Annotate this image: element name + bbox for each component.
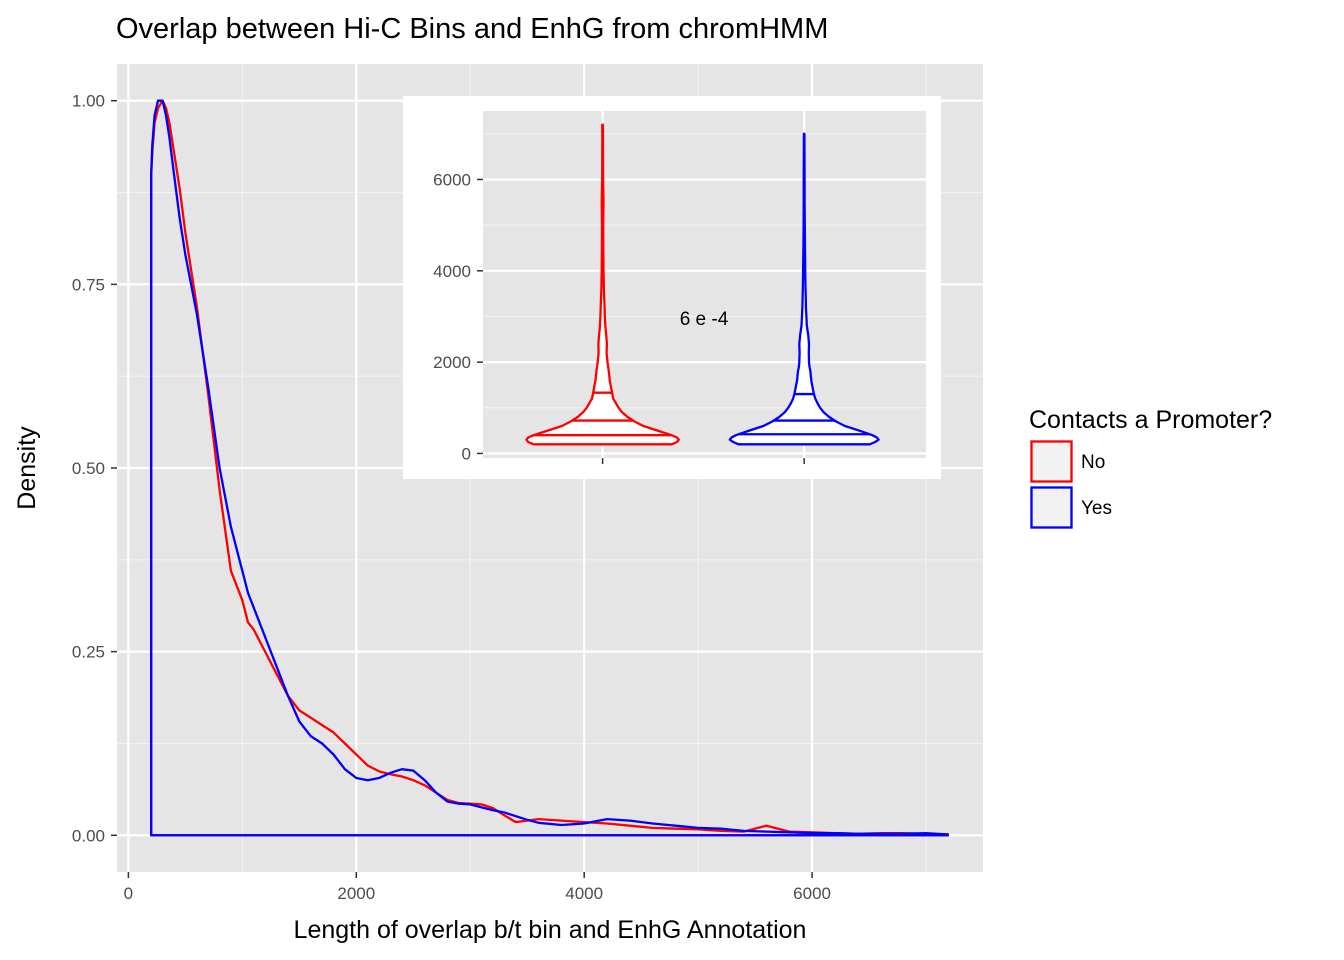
legend-key-background [1030,486,1073,529]
inset-violin-plot: 0 2000 4000 6000 6 e -4 [403,96,941,479]
series-line-no [150,99,949,837]
legend-items: No Yes [1030,440,1112,529]
inset-y-tick-label: 2000 [433,353,471,372]
x-tick-label: 0 [124,884,133,903]
y-axis-title: Density [13,426,41,510]
chart-title: Overlap between Hi-C Bins and EnhG from … [116,13,828,45]
y-tick-label: 0.00 [72,826,105,845]
legend-key-background [1030,440,1073,483]
legend-key-no [1030,440,1073,483]
inset-x-axis [601,458,805,464]
legend-key-yes [1030,486,1073,529]
y-tick-label: 1.00 [72,92,105,111]
main-y-axis: 0.00 0.25 0.50 0.75 1.00 [72,92,117,845]
legend-label-no: No [1081,452,1105,473]
x-tick-label: 2000 [337,884,375,903]
inset-y-tick-label: 6000 [433,170,471,189]
legend-title: Contacts a Promoter? [1029,406,1272,434]
y-tick-label: 0.75 [72,275,105,294]
legend: Contacts a Promoter? No Yes [1029,406,1272,529]
inset-violins [525,123,880,446]
legend-label-yes: Yes [1081,498,1112,519]
violin-yes [728,132,880,446]
inset-y-tick-label: 4000 [433,262,471,281]
inset-y-axis: 0 2000 4000 6000 [433,170,483,463]
y-tick-label: 0.50 [72,459,105,478]
series-line-yes [150,99,949,837]
main-x-axis: 0 2000 4000 6000 [124,872,831,903]
x-tick-label: 4000 [565,884,603,903]
x-tick-label: 6000 [793,884,831,903]
x-axis-title: Length of overlap b/t bin and EnhG Annot… [294,916,807,944]
inset-annotation: 6 e -4 [680,309,729,330]
main-series-lines [150,99,949,837]
violin-no [525,123,680,446]
y-tick-label: 0.25 [72,643,105,662]
inset-plot-background [483,111,926,458]
inset-y-tick-label: 0 [462,444,471,463]
